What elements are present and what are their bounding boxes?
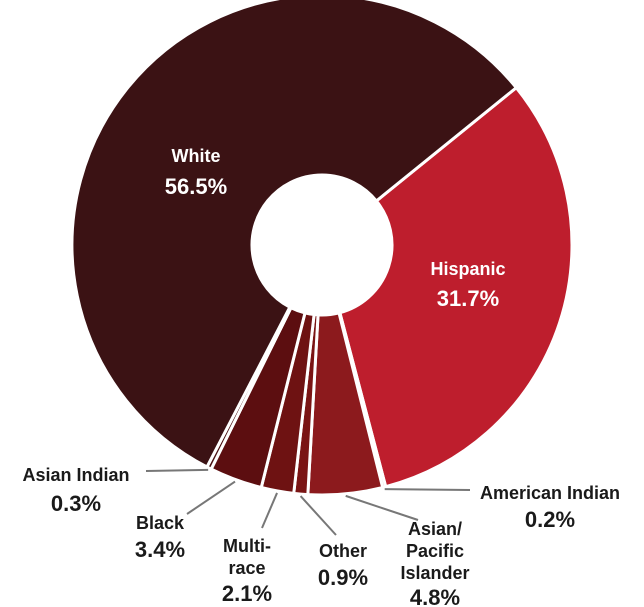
label-asian-indian-name: Asian Indian: [22, 465, 129, 485]
label-hispanic-name: Hispanic: [430, 259, 505, 279]
label-hispanic-value: 31.7%: [437, 286, 499, 311]
label-black-value: 3.4%: [135, 537, 185, 562]
label-asian-pacific-name-1: Asian/: [408, 519, 462, 539]
label-other-value: 0.9%: [318, 565, 368, 590]
label-asian-pacific-name-3: Islander: [400, 563, 469, 583]
leader-line-black: [186, 480, 236, 515]
slice-group: [70, 0, 574, 497]
label-other-name: Other: [319, 541, 367, 561]
leader-line-other: [299, 495, 337, 536]
leader-line-american-indian: [384, 488, 471, 491]
label-american-indian-value: 0.2%: [525, 507, 575, 532]
label-multirace-name-1: Multi-: [223, 536, 271, 556]
leader-line-asian-pacific-islander: [345, 494, 419, 521]
label-multirace-value: 2.1%: [222, 581, 272, 606]
label-black-name: Black: [136, 513, 185, 533]
label-asian-indian-value: 0.3%: [51, 491, 101, 516]
slice-white: [70, 0, 519, 469]
label-asian-pacific-name-2: Pacific: [406, 541, 464, 561]
label-asian-pacific-value: 4.8%: [410, 585, 460, 607]
label-white-name: White: [172, 146, 221, 166]
label-american-indian-name: American Indian: [480, 483, 620, 503]
label-multirace-name-2: race: [228, 558, 265, 578]
leader-lines: [145, 468, 471, 536]
label-white-value: 56.5%: [165, 174, 227, 199]
leader-line-multi-race: [261, 492, 278, 529]
leader-line-asian-indian: [145, 468, 209, 472]
slice-hispanic: [338, 85, 574, 489]
